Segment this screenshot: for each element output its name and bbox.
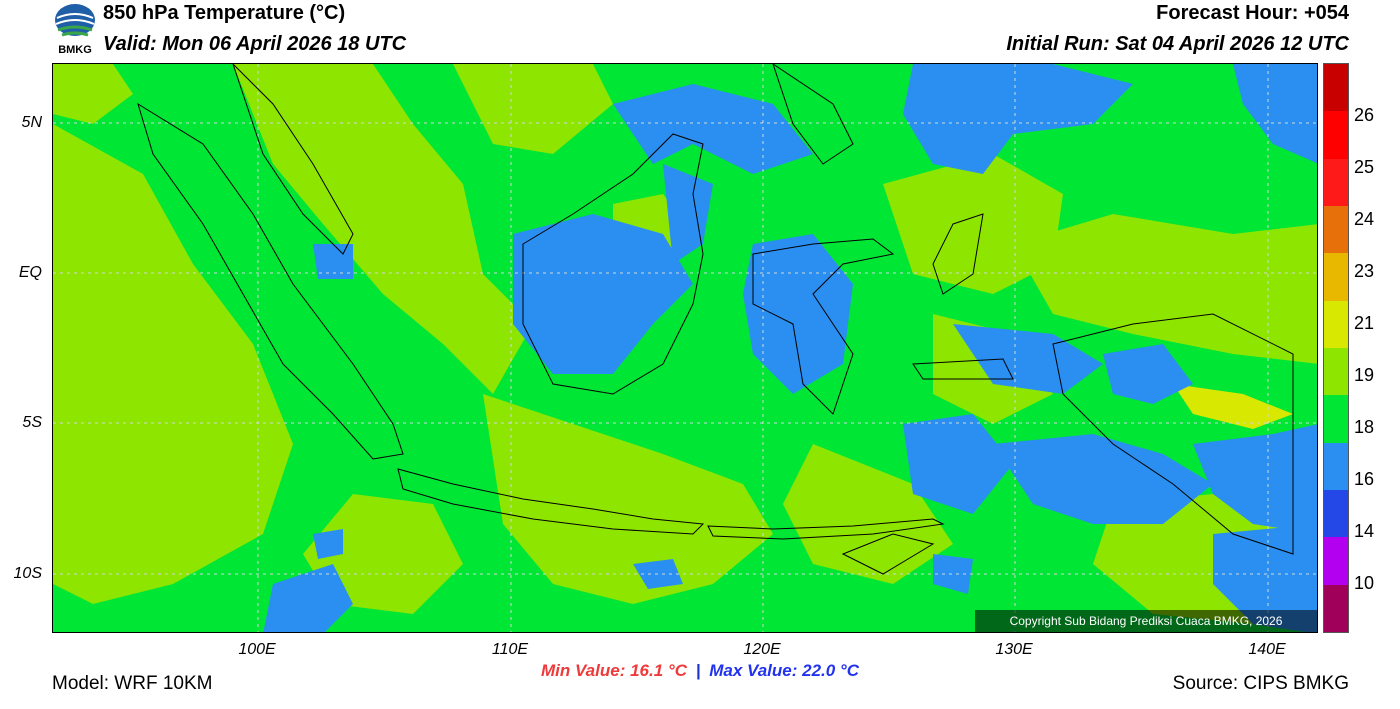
colorbar-segment (1324, 64, 1348, 112)
colorbar-label-21: 21 (1354, 313, 1375, 333)
coastlines (137, 64, 1294, 575)
malaya-coast (232, 64, 354, 255)
colorbar-label-16: 16 (1354, 469, 1375, 489)
colorbar-label-18: 18 (1354, 417, 1375, 437)
colorbar-label-24: 24 (1354, 209, 1375, 229)
model-name: Model: WRF 10KM (52, 673, 213, 694)
forecast-hour: Forecast Hour: +054 (1156, 2, 1349, 24)
colorbar-label-19: 19 (1354, 365, 1375, 385)
temperature-colorbar (1323, 63, 1349, 633)
colorbar-segment (1324, 537, 1348, 586)
valid-time: Valid: Mon 06 April 2026 18 UTC (103, 33, 407, 55)
logo-text: BMKG (58, 44, 92, 56)
colorbar-label-14: 14 (1354, 521, 1375, 541)
warm-zones (53, 64, 1317, 624)
java-coast (397, 468, 705, 535)
cool-zones (263, 64, 1317, 632)
colorbar-segment (1324, 300, 1348, 349)
colorbar-segment (1324, 584, 1348, 633)
lat-label-eq: EQ (18, 264, 42, 281)
initial-run: Initial Run: Sat 04 April 2026 12 UTC (1006, 33, 1349, 55)
colorbar-segment (1324, 158, 1348, 207)
min-max-values: Min Value: 16.1 °C | Max Value: 22.0 °C (0, 661, 1400, 681)
lon-label-120e: 120E (743, 641, 781, 658)
min-value: Min Value: 16.1 °C (540, 661, 687, 680)
max-value: Max Value: 22.0 °C (709, 661, 860, 680)
lon-label-130e: 130E (995, 641, 1033, 658)
colorbar-label-23: 23 (1354, 261, 1375, 281)
warm-spot (1173, 384, 1293, 429)
colorbar-label-10: 10 (1354, 573, 1375, 593)
timor-coast (841, 533, 935, 575)
colorbar-segment (1324, 206, 1348, 254)
bmkg-logo: BMKG (52, 2, 98, 60)
colorbar-segment (1324, 111, 1348, 160)
sumatra-coast (137, 102, 404, 460)
nusa-tenggara-coast (707, 518, 945, 540)
borneo-coast (522, 133, 704, 395)
colorbar-segment (1324, 442, 1348, 491)
value-separator: | (695, 661, 701, 680)
lat-label-5n: 5N (21, 114, 42, 131)
colorbar-segment (1324, 395, 1348, 444)
graticule (53, 64, 1317, 632)
colorbar-segment (1324, 253, 1348, 302)
seram-coast (912, 358, 1014, 380)
halmahera-coast (932, 213, 984, 295)
map-title: 850 hPa Temperature (°C) (103, 2, 346, 24)
copyright-notice: Copyright Sub Bidang Prediksi Cuaca BMKG… (975, 610, 1317, 632)
papua-coast (1052, 313, 1294, 555)
colorbar-label-26: 26 (1354, 105, 1375, 125)
sulawesi-coast (752, 238, 895, 415)
lat-label-10s: 10S (13, 565, 42, 582)
colorbar-label-25: 25 (1354, 157, 1375, 177)
lat-label-5s: 5S (22, 414, 42, 431)
colorbar-segment (1324, 490, 1348, 538)
lon-label-100e: 100E (238, 641, 276, 658)
colorbar-segment (1324, 348, 1348, 396)
lon-label-110e: 110E (491, 641, 529, 658)
temperature-map: Copyright Sub Bidang Prediksi Cuaca BMKG… (52, 63, 1318, 633)
philippines-coast (772, 64, 854, 165)
lon-label-140e: 140E (1248, 641, 1286, 658)
data-source: Source: CIPS BMKG (1172, 673, 1349, 694)
